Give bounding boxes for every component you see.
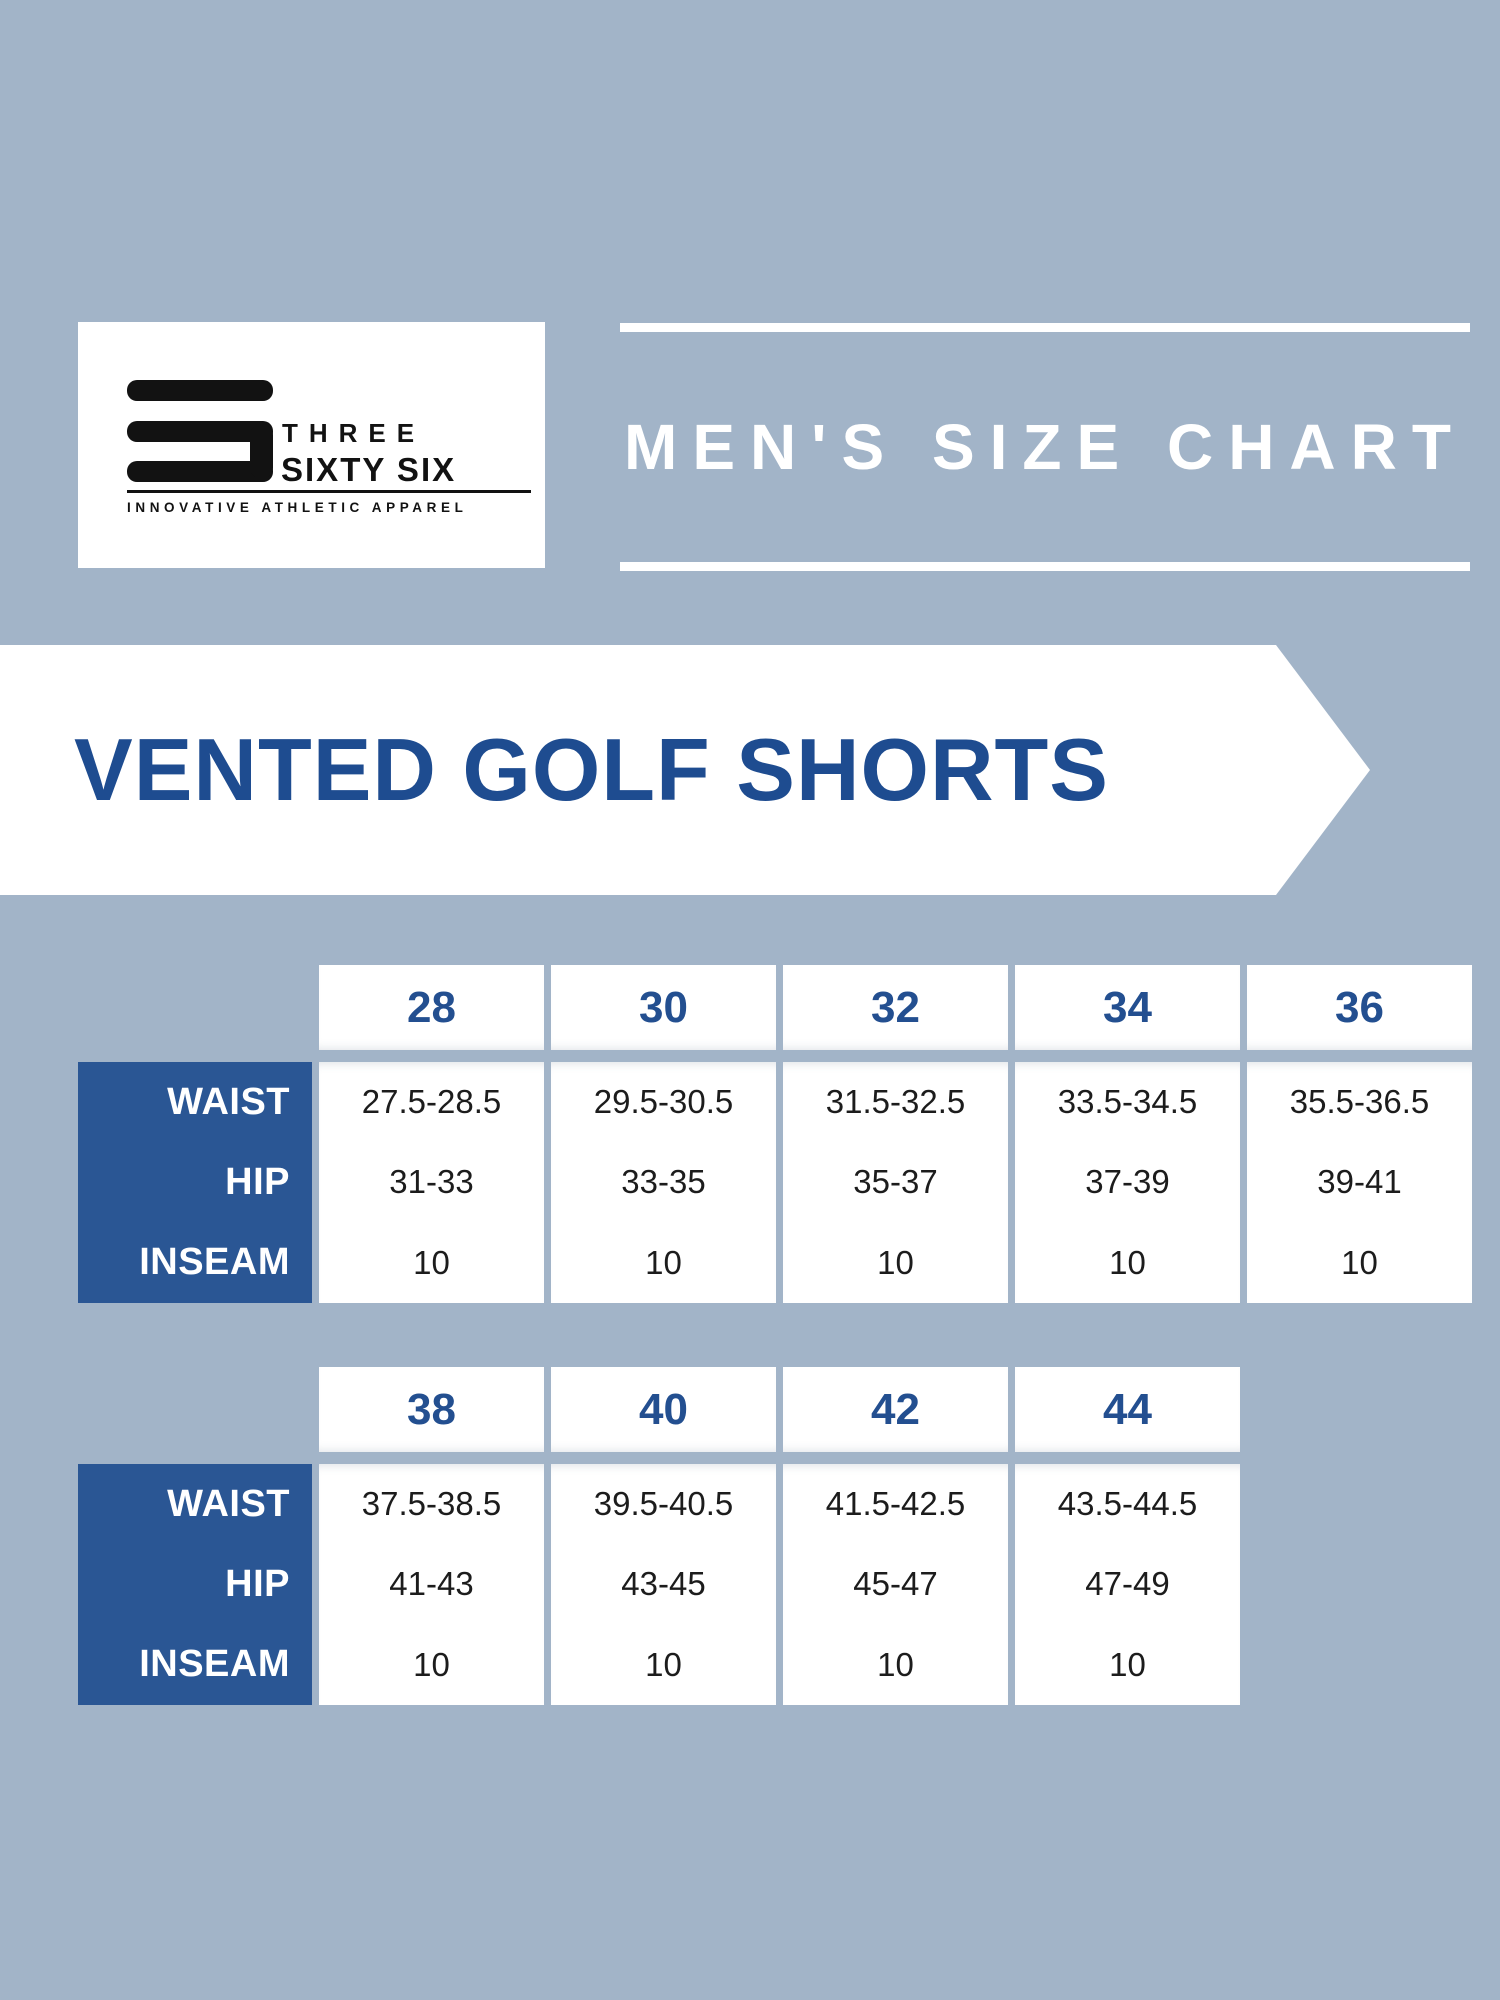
product-title: VENTED GOLF SHORTS xyxy=(74,720,1109,819)
size-cell: 39-41 xyxy=(1317,1163,1402,1201)
size-column-header: 40 xyxy=(551,1367,776,1452)
size-cell: 35-37 xyxy=(853,1163,938,1201)
logo-text-line1: THREE xyxy=(282,418,426,448)
size-column: 29.5-30.5 33-35 10 xyxy=(551,1062,776,1303)
size-cell: 33-35 xyxy=(621,1163,706,1201)
size-column-header: 28 xyxy=(319,965,544,1050)
size-cell: 41-43 xyxy=(389,1565,474,1603)
size-body: WAIST HIP INSEAM 27.5-28.5 31-33 10 29.5-30.5 3… xyxy=(78,1062,1472,1303)
size-cell: 41.5-42.5 xyxy=(825,1485,966,1523)
size-body: WAIST HIP INSEAM 37.5-38.5 41-43 10 39.5-40.5 4… xyxy=(78,1464,1240,1705)
row-label: INSEAM xyxy=(139,1643,290,1686)
size-cell: 27.5-28.5 xyxy=(361,1083,502,1121)
size-column-header: 32 xyxy=(783,965,1008,1050)
heading-rule-top xyxy=(620,323,1470,332)
size-column-header: 44 xyxy=(1015,1367,1240,1452)
size-header-row: 38 40 42 44 xyxy=(78,1367,1240,1452)
size-cell: 10 xyxy=(1341,1243,1378,1281)
size-cell: 39.5-40.5 xyxy=(593,1485,734,1523)
size-cell: 10 xyxy=(1109,1243,1146,1281)
size-table-28-36: 28 30 32 34 36 WAIST HIP INSEAM 27.5-28.5 31-33 10… xyxy=(78,965,1472,1303)
size-cell: 43.5-44.5 xyxy=(1057,1485,1198,1523)
three-bar-s-icon xyxy=(127,380,273,482)
size-column-header: 34 xyxy=(1015,965,1240,1050)
page-title: MEN'S SIZE CHART xyxy=(624,411,1466,483)
header-spacer xyxy=(78,1367,312,1452)
size-cell: 10 xyxy=(877,1645,914,1683)
heading-rule-bottom xyxy=(620,562,1470,571)
header-spacer xyxy=(78,965,312,1050)
size-cell: 47-49 xyxy=(1085,1565,1170,1603)
size-cell: 35.5-36.5 xyxy=(1289,1083,1430,1121)
size-cell: 37.5-38.5 xyxy=(361,1485,502,1523)
row-label: HIP xyxy=(225,1562,290,1605)
size-cell: 45-47 xyxy=(853,1565,938,1603)
row-label: HIP xyxy=(225,1160,290,1203)
size-cell: 10 xyxy=(645,1645,682,1683)
size-cell: 10 xyxy=(413,1243,450,1281)
size-column: 35.5-36.5 39-41 10 xyxy=(1247,1062,1472,1303)
logo-text-line2: SIXTY SIX xyxy=(281,451,457,488)
size-cell: 10 xyxy=(645,1243,682,1281)
size-column: 31.5-32.5 35-37 10 xyxy=(783,1062,1008,1303)
size-header-row: 28 30 32 34 36 xyxy=(78,965,1472,1050)
size-column-header: 38 xyxy=(319,1367,544,1452)
logo-divider xyxy=(127,490,531,493)
size-column-header: 42 xyxy=(783,1367,1008,1452)
row-label: INSEAM xyxy=(139,1241,290,1284)
size-cell: 10 xyxy=(413,1645,450,1683)
size-cell: 10 xyxy=(1109,1645,1146,1683)
size-column: 43.5-44.5 47-49 10 xyxy=(1015,1464,1240,1705)
size-cell: 33.5-34.5 xyxy=(1057,1083,1198,1121)
size-column-header: 36 xyxy=(1247,965,1472,1050)
size-column: 41.5-42.5 45-47 10 xyxy=(783,1464,1008,1705)
size-cell: 29.5-30.5 xyxy=(593,1083,734,1121)
row-label: WAIST xyxy=(167,1482,290,1525)
size-column: 37.5-38.5 41-43 10 xyxy=(319,1464,544,1705)
size-cell: 10 xyxy=(877,1243,914,1281)
size-column-header: 30 xyxy=(551,965,776,1050)
logo-tagline: INNOVATIVE ATHLETIC APPAREL xyxy=(127,500,468,515)
row-label: WAIST xyxy=(167,1080,290,1123)
row-label-column: WAIST HIP INSEAM xyxy=(78,1062,312,1303)
size-column: 39.5-40.5 43-45 10 xyxy=(551,1464,776,1705)
size-cell: 31-33 xyxy=(389,1163,474,1201)
size-cell: 43-45 xyxy=(621,1565,706,1603)
main-heading-block: MEN'S SIZE CHART xyxy=(620,323,1470,571)
row-label-column: WAIST HIP INSEAM xyxy=(78,1464,312,1705)
size-column: 27.5-28.5 31-33 10 xyxy=(319,1062,544,1303)
product-banner: VENTED GOLF SHORTS xyxy=(0,645,1370,895)
size-cell: 31.5-32.5 xyxy=(825,1083,966,1121)
size-cell: 37-39 xyxy=(1085,1163,1170,1201)
size-table-38-44: 38 40 42 44 WAIST HIP INSEAM 37.5-38.5 41-43 10 39… xyxy=(78,1367,1240,1705)
brand-logo-card: THREE SIXTY SIX INNOVATIVE ATHLETIC APPA… xyxy=(78,322,545,568)
size-column: 33.5-34.5 37-39 10 xyxy=(1015,1062,1240,1303)
